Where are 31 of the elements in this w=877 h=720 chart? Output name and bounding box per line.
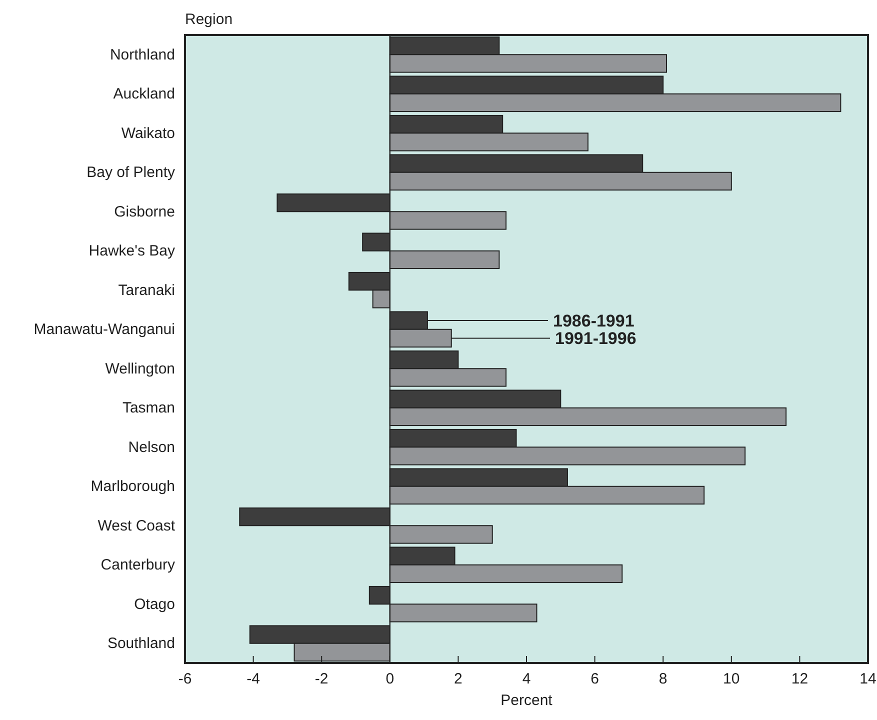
- x-tick-label: 4: [522, 670, 531, 688]
- y-tick-label: Northland: [110, 46, 175, 64]
- x-tick-label: 6: [590, 670, 599, 688]
- x-axis-title: Percent: [500, 692, 554, 709]
- x-tick-label: -6: [178, 670, 192, 688]
- x-tick-label: 14: [860, 670, 876, 688]
- y-tick-label: Canterbury: [100, 556, 176, 574]
- y-axis-title: Region: [185, 11, 233, 28]
- x-tick-label: 0: [386, 670, 394, 688]
- y-tick-label: Taranaki: [118, 282, 175, 299]
- y-tick-label: Marlborough: [90, 478, 175, 496]
- y-tick-label: Wellington: [105, 360, 175, 378]
- y-tick-label: Otago: [134, 596, 175, 613]
- text: 1986-1991: [553, 312, 634, 331]
- text: 1991-1996: [555, 329, 636, 348]
- x-tick-label: 2: [454, 670, 462, 688]
- x-tick-label: 8: [658, 670, 668, 688]
- x-tick-label: 12: [791, 670, 808, 688]
- y-tick-label: Nelson: [128, 438, 175, 456]
- y-tick-label: Auckland: [113, 86, 175, 103]
- y-tick-label: Waikato: [121, 124, 175, 142]
- y-tick-label: Gisborne: [114, 203, 175, 220]
- y-tick-label: Manawatu-Wanganui: [34, 321, 175, 338]
- y-tick-label: Hawke's Bay: [88, 242, 176, 260]
- y-tick-label: Tasman: [122, 400, 175, 417]
- y-tick-label: Bay of Plenty: [86, 164, 176, 182]
- x-tick-label: -4: [246, 670, 260, 688]
- x-tick-label: -2: [314, 670, 328, 688]
- x-tick-label: 10: [723, 670, 740, 688]
- y-tick-label: Southland: [107, 635, 175, 652]
- y-tick-label: West Coast: [98, 517, 176, 534]
